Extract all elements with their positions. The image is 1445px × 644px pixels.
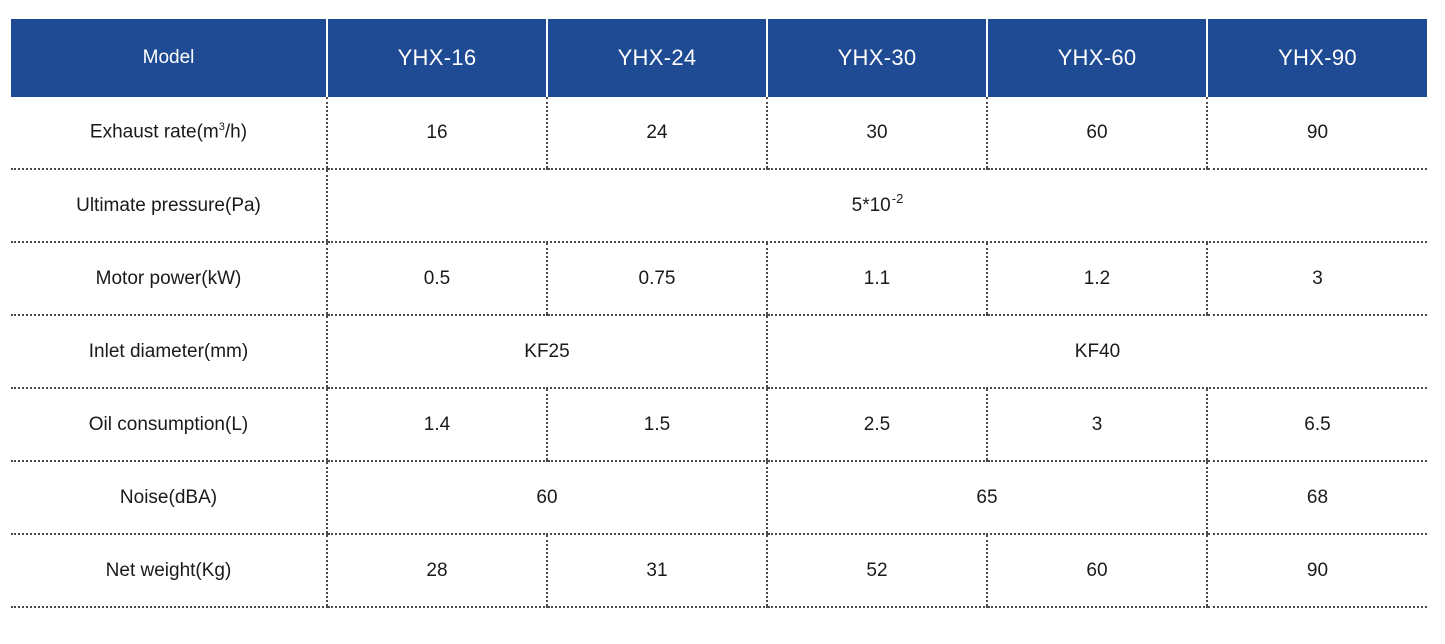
cell-value: KF40 [766,315,1427,389]
label-prefix: Exhaust rate(m [89,121,219,143]
cell-value: 1.1 [766,242,987,316]
row-motor-power: Motor power(kW) 0.5 0.75 1.1 1.2 3 [11,242,1427,316]
cell-value: 1.2 [986,242,1207,316]
value-exponent: -2 [891,190,904,206]
row-label: Ultimate pressure(Pa) [11,169,327,243]
spec-table: Model YHX-16 YHX-24 YHX-30 YHX-60 YHX-90… [11,19,1427,608]
cell-value: 52 [766,534,987,608]
row-label: Noise(dBA) [11,461,327,535]
cell-value: 16 [326,97,547,170]
cell-value: 65 [766,461,1207,535]
row-ultimate-pressure: Ultimate pressure(Pa) 5*10-2 [11,169,1427,243]
model-header: YHX-30 [766,19,987,97]
cell-value: 0.75 [546,242,767,316]
cell-value: 60 [326,461,767,535]
cell-value: 6.5 [1206,388,1427,462]
model-header: YHX-60 [986,19,1207,97]
row-label: Net weight(Kg) [11,534,327,608]
row-net-weight: Net weight(Kg) 28 31 52 60 90 [11,534,1427,608]
row-label: Motor power(kW) [11,242,327,316]
row-exhaust-rate: Exhaust rate(m3/h) 16 24 30 60 90 [11,97,1427,170]
cell-value: 28 [326,534,547,608]
header-label: Model [11,19,327,97]
label-superscript: 3 [218,121,225,134]
model-header: YHX-24 [546,19,767,97]
header-row: Model YHX-16 YHX-24 YHX-30 YHX-60 YHX-90 [11,19,1427,97]
value-base: 5*10 [851,194,891,216]
model-header: YHX-16 [326,19,547,97]
cell-value: 3 [986,388,1207,462]
cell-value: 68 [1206,461,1427,535]
row-label: Inlet diameter(mm) [11,315,327,389]
row-noise: Noise(dBA) 60 65 68 [11,461,1427,535]
cell-value: 5*10-2 [326,169,1427,243]
row-inlet-diameter: Inlet diameter(mm) KF25 KF40 [11,315,1427,389]
cell-value: 60 [986,97,1207,170]
cell-value: 60 [986,534,1207,608]
cell-value: KF25 [326,315,767,389]
row-oil-consumption: Oil consumption(L) 1.4 1.5 2.5 3 6.5 [11,388,1427,462]
cell-value: 24 [546,97,767,170]
cell-value: 90 [1206,97,1427,170]
cell-value: 31 [546,534,767,608]
model-header: YHX-90 [1206,19,1427,97]
cell-value: 30 [766,97,987,170]
cell-value: 1.5 [546,388,767,462]
cell-value: 0.5 [326,242,547,316]
label-suffix: /h) [224,121,248,143]
cell-value: 2.5 [766,388,987,462]
cell-value: 1.4 [326,388,547,462]
row-label: Exhaust rate(m3/h) [11,97,327,170]
cell-value: 90 [1206,534,1427,608]
row-label: Oil consumption(L) [11,388,327,462]
cell-value: 3 [1206,242,1427,316]
